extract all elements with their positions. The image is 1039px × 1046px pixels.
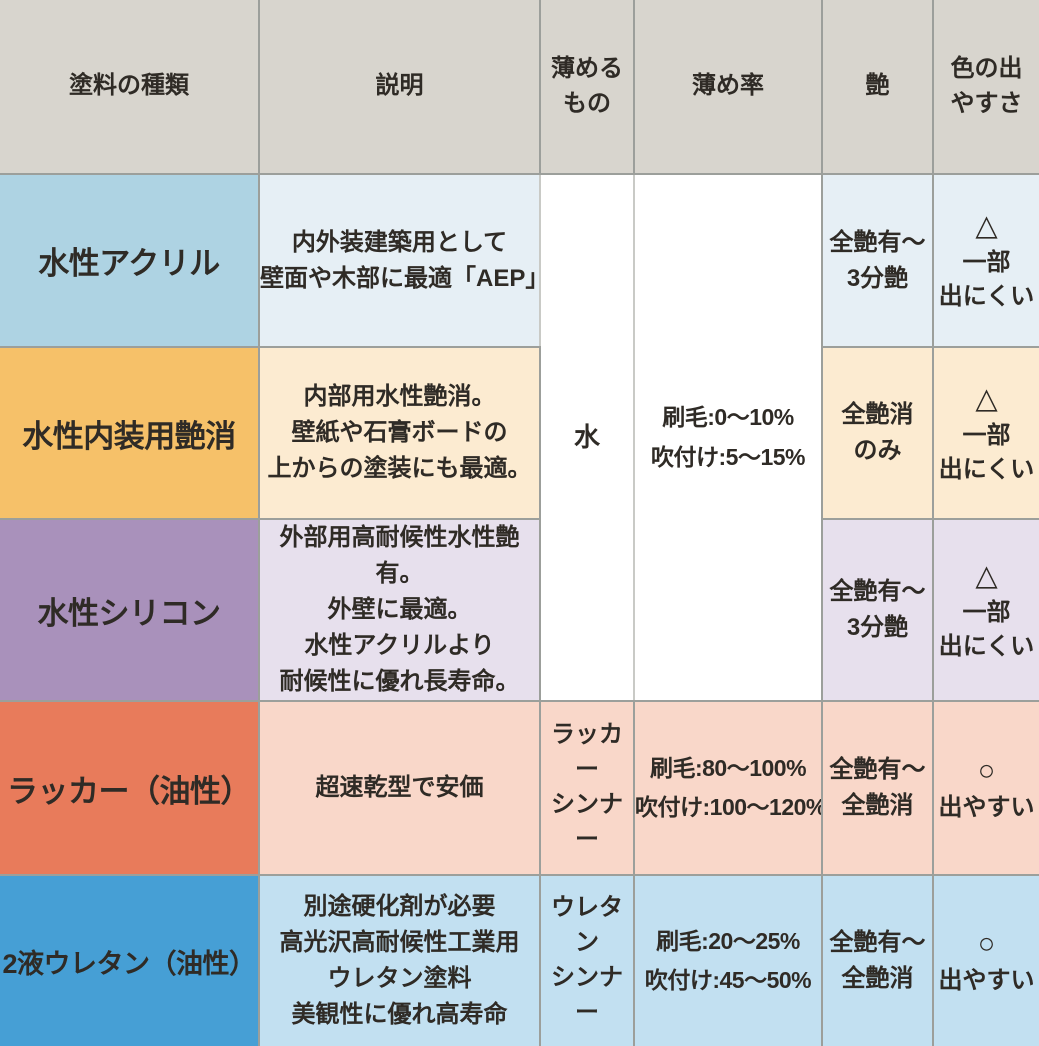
paint-type-cell: 水性アクリル <box>0 173 260 348</box>
triangle-symbol: △ <box>975 559 998 592</box>
header-gloss: 艶 <box>821 0 934 175</box>
thinner-cell: ウレタン シンナー <box>539 874 635 1046</box>
paint-type-cell: 2液ウレタン（油性） <box>0 874 260 1046</box>
header-thinner: 薄める もの <box>539 0 635 175</box>
ratio-cell: 刷毛:20〜25% 吹付け:45〜50% <box>633 874 823 1046</box>
color-ease-cell: △ 一部 出にくい <box>932 518 1039 702</box>
gloss-cell: 全艶有〜 全艶消 <box>821 874 934 1046</box>
gloss-cell: 全艶有〜 全艶消 <box>821 700 934 876</box>
paint-type-cell: 水性内装用艶消 <box>0 346 260 520</box>
thinner-cell-water-merged: 水 <box>539 173 635 702</box>
triangle-symbol: △ <box>975 382 998 415</box>
color-ease-text: 一部 出にくい <box>938 421 1035 483</box>
header-color-ease: 色の出 やすさ <box>932 0 1039 175</box>
header-description: 説明 <box>258 0 541 175</box>
triangle-symbol: △ <box>975 210 998 243</box>
header-dilution-ratio: 薄め率 <box>633 0 823 175</box>
row-lacquer-oil: ラッカー（油性） 超速乾型で安価 ラッカー シンナー 刷毛:80〜100% 吹付… <box>0 700 1039 876</box>
ratio-cell-water-merged: 刷毛:0〜10% 吹付け:5〜15% <box>633 173 823 702</box>
color-ease-cell: △ 一部 出にくい <box>932 173 1039 348</box>
gloss-cell: 全艶消 のみ <box>821 346 934 520</box>
color-ease-text: 出やすい <box>938 966 1035 994</box>
row-water-interior-matte: 水性内装用艶消 内部用水性艶消。 壁紙や石膏ボードの 上からの塗装にも最適。 全… <box>0 346 1039 520</box>
color-ease-cell: △ 一部 出にくい <box>932 346 1039 520</box>
description-cell: 別途硬化剤が必要 高光沢高耐候性工業用 ウレタン塗料 美観性に優れ高寿命 <box>258 874 541 1046</box>
description-cell: 外部用高耐候性水性艶有。 外壁に最適。 水性アクリルより 耐候性に優れ長寿命。 <box>258 518 541 702</box>
row-two-part-urethane-oil: 2液ウレタン（油性） 別途硬化剤が必要 高光沢高耐候性工業用 ウレタン塗料 美観… <box>0 874 1039 1046</box>
gloss-cell: 全艶有〜 3分艶 <box>821 173 934 348</box>
color-ease-text: 一部 出にくい <box>938 249 1035 311</box>
paint-type-cell: 水性シリコン <box>0 518 260 702</box>
header-row: 塗料の種類 説明 薄める もの 薄め率 艶 色の出 やすさ <box>0 0 1039 175</box>
row-water-silicone: 水性シリコン 外部用高耐候性水性艶有。 外壁に最適。 水性アクリルより 耐候性に… <box>0 518 1039 702</box>
description-cell: 内外装建築用として 壁面や木部に最適「AEP」 <box>258 173 541 348</box>
ratio-cell: 刷毛:80〜100% 吹付け:100〜120% <box>633 700 823 876</box>
gloss-cell: 全艶有〜 3分艶 <box>821 518 934 702</box>
color-ease-cell: ○ 出やすい <box>932 874 1039 1046</box>
row-water-acrylic: 水性アクリル 内外装建築用として 壁面や木部に最適「AEP」 水 刷毛:0〜10… <box>0 173 1039 702</box>
circle-symbol: ○ <box>977 927 996 960</box>
paint-type-cell: ラッカー（油性） <box>0 700 260 876</box>
header-paint-type: 塗料の種類 <box>0 0 260 175</box>
description-cell: 超速乾型で安価 <box>258 700 541 876</box>
description-cell: 内部用水性艶消。 壁紙や石膏ボードの 上からの塗装にも最適。 <box>258 346 541 520</box>
color-ease-text: 出やすい <box>938 793 1035 821</box>
circle-symbol: ○ <box>977 754 996 787</box>
thinner-cell: ラッカー シンナー <box>539 700 635 876</box>
color-ease-text: 一部 出にくい <box>938 598 1035 660</box>
color-ease-cell: ○ 出やすい <box>932 700 1039 876</box>
